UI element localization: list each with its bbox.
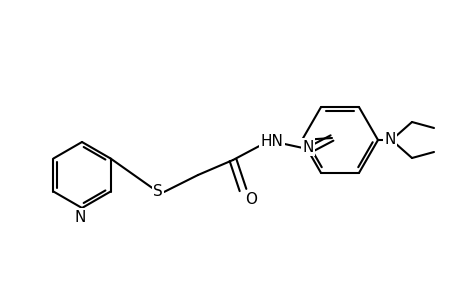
Text: O: O (245, 192, 257, 207)
Text: N: N (302, 140, 313, 154)
Text: S: S (153, 184, 162, 200)
Text: N: N (383, 133, 395, 148)
Text: N: N (74, 210, 85, 225)
Text: HN: HN (260, 134, 283, 149)
